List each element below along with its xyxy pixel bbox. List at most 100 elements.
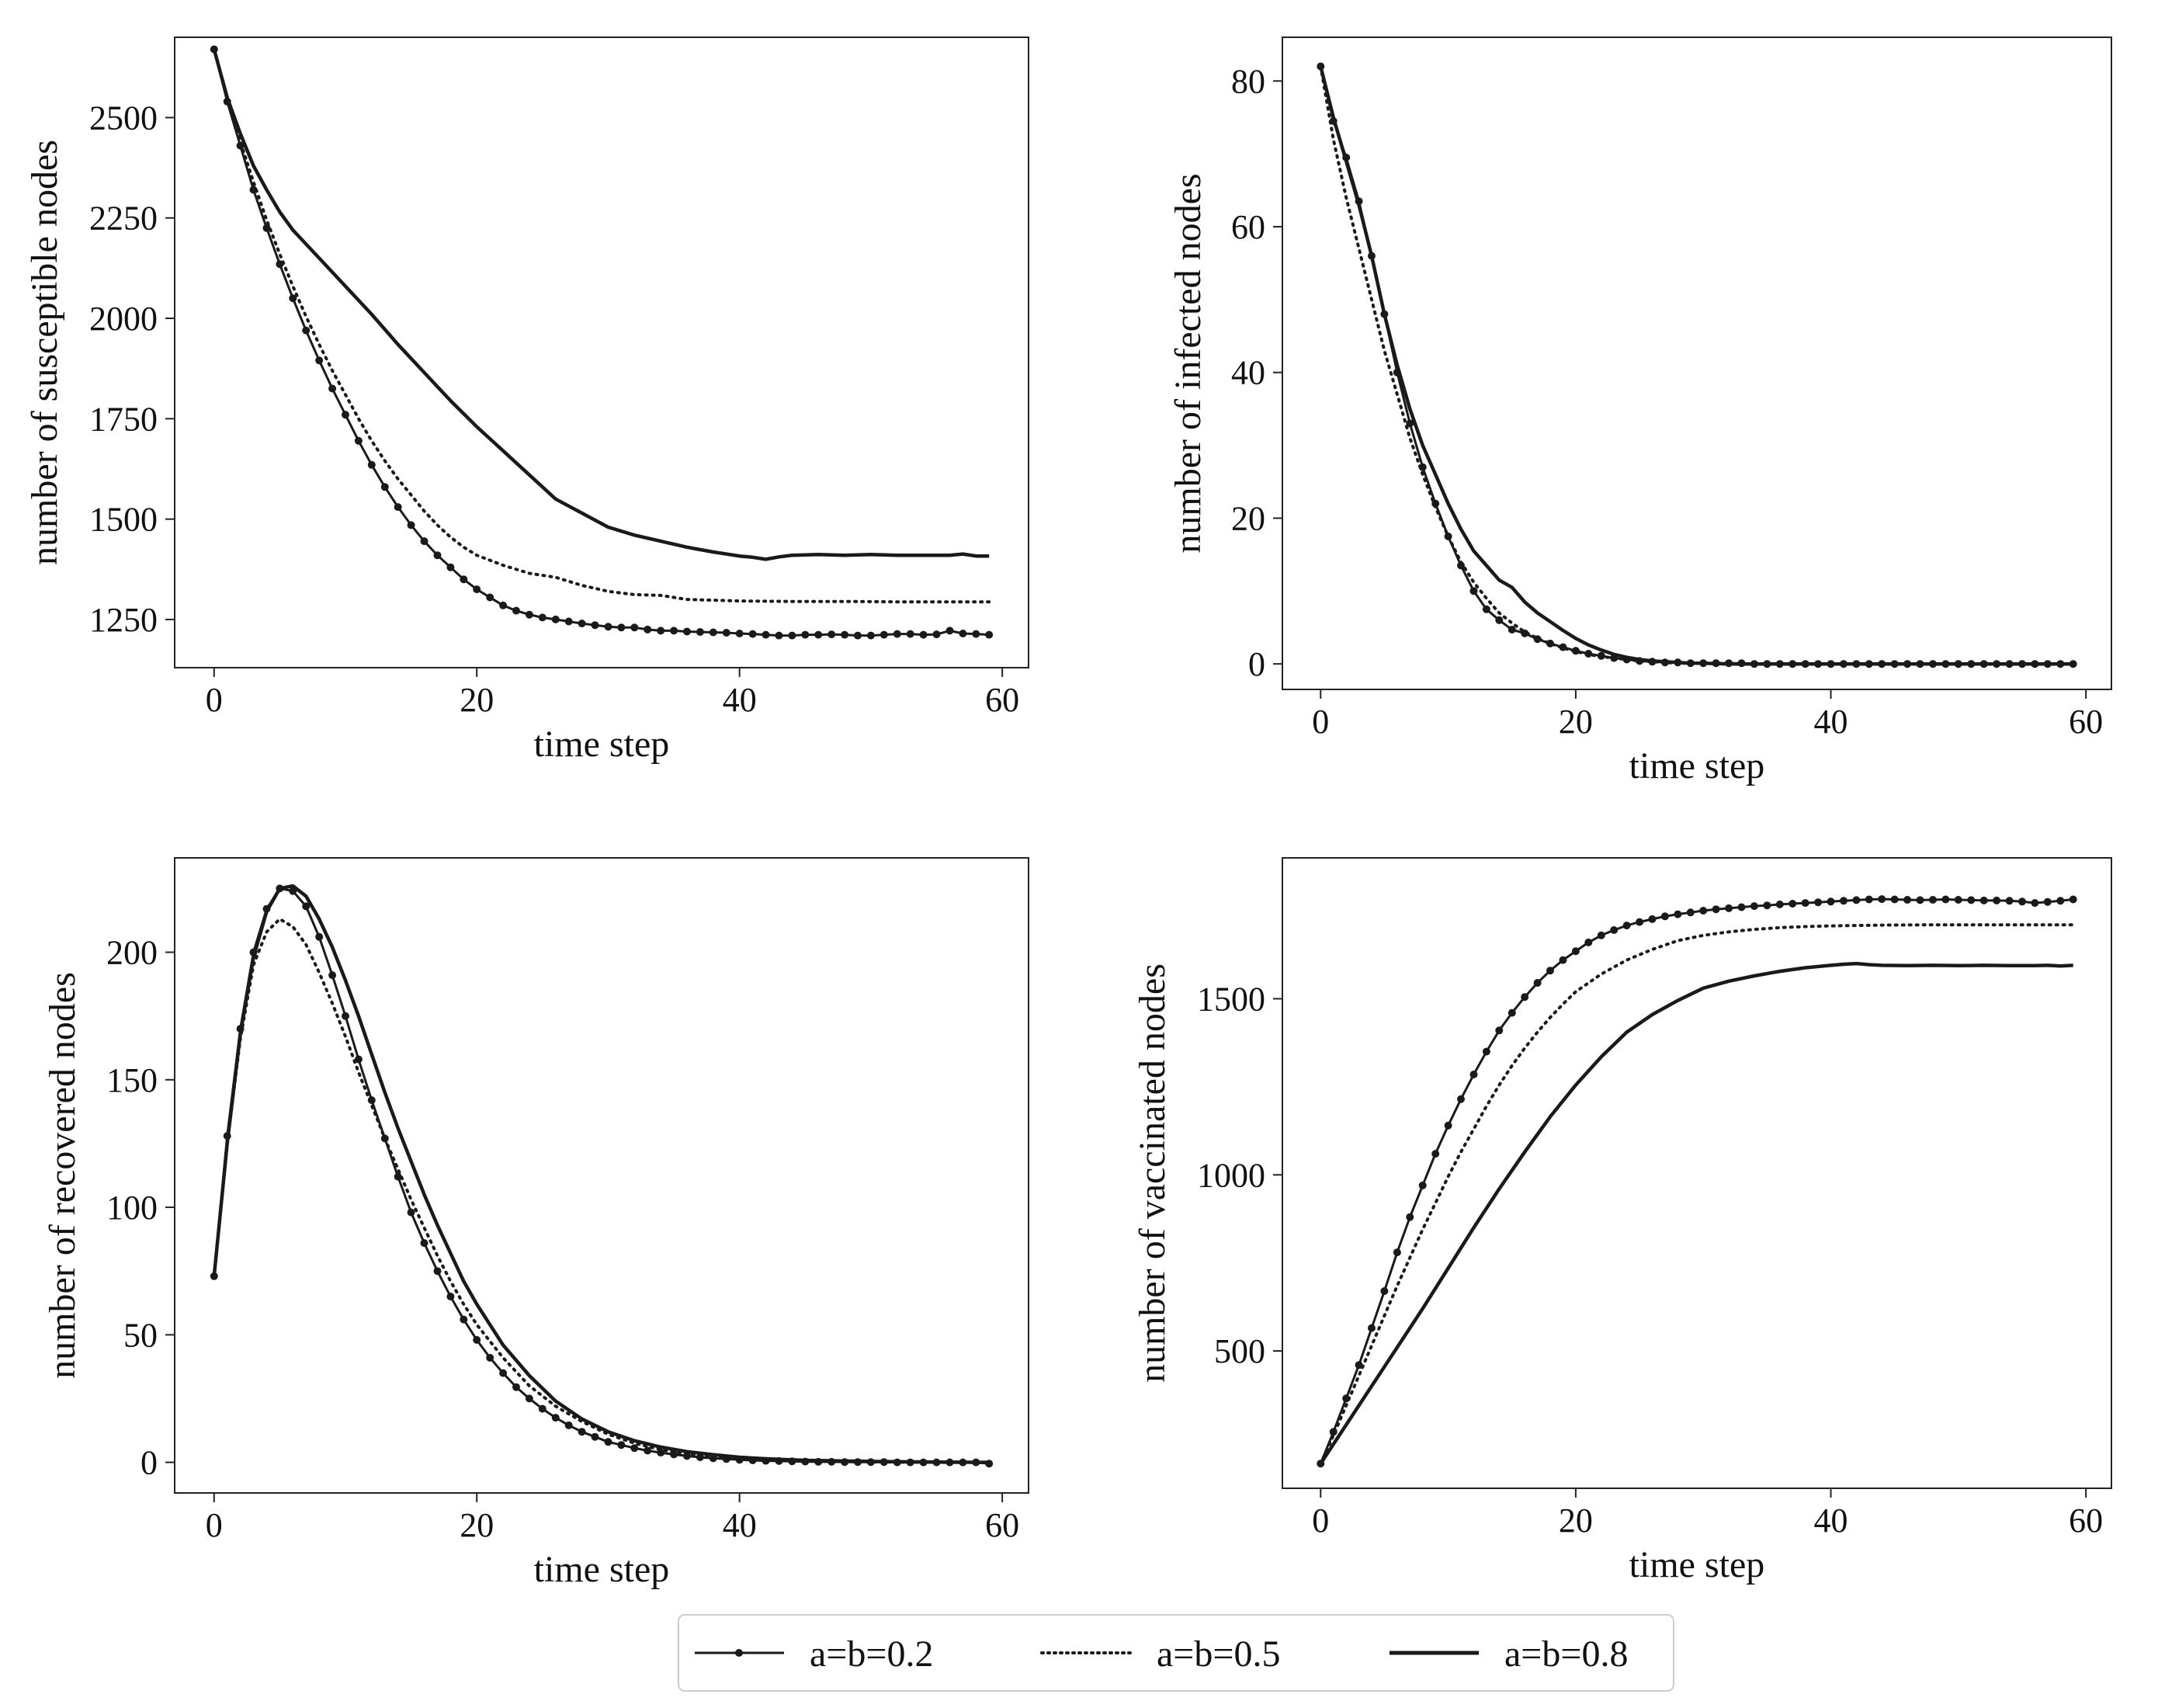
data-point <box>801 630 810 639</box>
legend: a=b=0.2 a=b=0.5 a=b=0.8 <box>678 1614 1674 1692</box>
data-point <box>525 610 533 619</box>
data-point <box>1495 616 1504 624</box>
data-point <box>630 623 639 632</box>
data-point <box>2031 899 2039 908</box>
data-point <box>880 630 888 639</box>
data-point <box>1622 922 1631 930</box>
y-tick-label: 20 <box>1231 499 1265 537</box>
axes-frame <box>174 857 1029 1494</box>
data-point <box>1775 900 1784 908</box>
data-point <box>1457 1095 1465 1103</box>
data-point <box>1507 1008 1516 1017</box>
data-point <box>1890 895 1899 904</box>
data-point <box>1636 918 1644 926</box>
data-point <box>1533 979 1542 987</box>
data-point <box>591 1432 599 1441</box>
data-point <box>617 1441 626 1449</box>
data-point <box>420 537 428 546</box>
data-point <box>1559 956 1567 964</box>
legend-frame <box>678 1614 1674 1692</box>
data-point <box>1865 895 1873 904</box>
data-point <box>473 1335 481 1344</box>
data-point <box>1406 419 1414 428</box>
data-point <box>1482 605 1490 613</box>
data-point <box>919 630 928 639</box>
y-tick-label: 1250 <box>89 601 158 639</box>
y-tick-label: 80 <box>1231 62 1265 100</box>
data-point <box>2043 897 2052 906</box>
data-point <box>1521 993 1529 1002</box>
y-tick-label: 100 <box>106 1189 158 1227</box>
data-point <box>499 601 508 609</box>
data-point <box>1699 907 1708 915</box>
data-point <box>262 224 271 232</box>
x-tick-label: 0 <box>1312 1501 1329 1540</box>
data-point <box>1712 905 1720 914</box>
panel-susceptible: 0 20 40 60 1250 1500 1750 2000 2250 2500 time step… <box>24 36 1029 765</box>
x-tick-label: 0 <box>1312 703 1329 741</box>
series-line-dots <box>213 49 990 637</box>
y-tick-label: 1750 <box>89 400 158 438</box>
data-point <box>328 384 337 393</box>
y-axis-label: number of infected nodes <box>1167 173 1209 553</box>
y-tick-label: 2000 <box>89 300 158 338</box>
data-point <box>722 629 730 637</box>
series-line-dots <box>1319 897 2073 1464</box>
data-point <box>578 620 586 628</box>
data-point <box>486 1353 494 1362</box>
x-tick-label: 40 <box>723 1506 757 1544</box>
data-point <box>394 503 402 512</box>
data-point <box>1406 1213 1414 1221</box>
axes-frame <box>174 36 1029 668</box>
y-axis-label: number of recovered nodes <box>42 972 83 1379</box>
data-point <box>564 1421 573 1429</box>
x-tick-label: 40 <box>723 681 757 719</box>
data-point <box>1469 587 1478 595</box>
data-point <box>342 1012 349 1020</box>
data-point <box>696 628 704 636</box>
y-tick-label: 150 <box>106 1061 158 1099</box>
panel-vaccinated: 0 20 40 60 500 1000 1500 time step number of vac… <box>1132 857 2112 1585</box>
data-point <box>473 585 481 594</box>
data-point <box>380 483 389 491</box>
data-point <box>1355 1361 1363 1370</box>
data-point <box>354 436 363 445</box>
legend-marker-dots <box>735 1649 743 1657</box>
data-point <box>1507 626 1516 634</box>
data-point <box>604 1438 612 1446</box>
y-tick-label: 1500 <box>89 501 158 539</box>
data-point <box>604 623 612 631</box>
x-tick-label: 0 <box>206 1506 223 1544</box>
data-point <box>1597 931 1605 939</box>
x-tick-label: 20 <box>460 1506 494 1544</box>
data-point <box>1967 896 1976 904</box>
data-point <box>512 606 520 615</box>
y-tick-label: 60 <box>1231 208 1265 246</box>
x-tick-label: 20 <box>1559 703 1593 741</box>
data-point <box>1954 896 1962 904</box>
data-point <box>328 971 337 980</box>
data-point <box>1444 1121 1452 1130</box>
data-point <box>1814 898 1823 907</box>
x-tick-label: 60 <box>2069 703 2103 741</box>
data-point <box>1750 902 1758 911</box>
data-point <box>1546 967 1554 975</box>
legend-label-0: a=b=0.2 <box>810 1633 933 1675</box>
data-point <box>578 1428 586 1436</box>
data-point <box>407 521 415 529</box>
data-point <box>460 1315 468 1324</box>
x-tick-label: 40 <box>1814 703 1848 741</box>
data-point <box>1610 926 1618 934</box>
data-point <box>644 1446 652 1455</box>
data-point <box>814 630 823 639</box>
data-point <box>827 630 836 639</box>
data-point <box>683 627 691 636</box>
x-axis-label: time step <box>1629 1544 1765 1585</box>
data-point <box>1878 895 1886 904</box>
data-point <box>538 613 546 622</box>
data-point <box>1852 896 1861 904</box>
legend-label-1: a=b=0.5 <box>1157 1633 1280 1675</box>
legend-label-2: a=b=0.8 <box>1504 1633 1628 1675</box>
data-point <box>1916 896 1924 904</box>
data-point <box>1903 896 1912 904</box>
